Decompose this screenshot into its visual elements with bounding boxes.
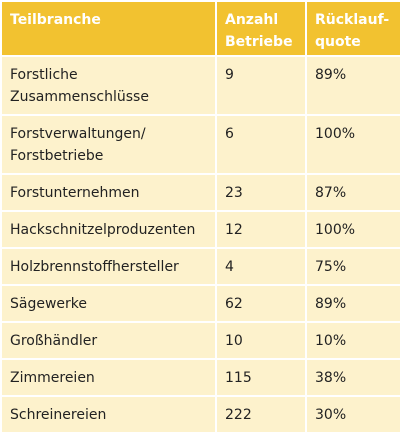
table-cell: 12 — [215, 210, 307, 249]
table-cell: 10% — [305, 321, 400, 360]
table-row: Forstunternehmen 23 87% — [0, 173, 400, 212]
table-cell: 10 — [215, 321, 307, 360]
table-cell: 75% — [305, 247, 400, 286]
table-cell: Forstliche Zusammenschlüsse — [0, 55, 217, 116]
table-cell: 87% — [305, 173, 400, 212]
header-cell: Teilbranche — [0, 0, 217, 57]
table-body: Forstliche Zusammenschlüsse 9 89% Forstverw… — [0, 55, 400, 434]
table-cell: 9 — [215, 55, 307, 116]
table-cell: 100% — [305, 114, 400, 175]
table-row: Hackschnitzelproduzenten 12 100% — [0, 210, 400, 249]
table-cell: Forstverwaltungen/ Forstbetriebe — [0, 114, 217, 175]
table-row: Forstverwaltungen/ Forstbetriebe 6 100% — [0, 114, 400, 175]
table-row: Sägewerke 62 89% — [0, 284, 400, 323]
table-cell: 4 — [215, 247, 307, 286]
table-cell: Hackschnitzelproduzenten — [0, 210, 217, 249]
table-cell: 62 — [215, 284, 307, 323]
table-cell: 100% — [305, 210, 400, 249]
table-cell: 38% — [305, 358, 400, 397]
table-cell: Holzbrennstoffhersteller — [0, 247, 217, 286]
table-row: Holzbrennstoffhersteller 4 75% — [0, 247, 400, 286]
table-cell: 6 — [215, 114, 307, 175]
table-cell: Sägewerke — [0, 284, 217, 323]
table-row: Zimmereien 115 38% — [0, 358, 400, 397]
table-cell: 115 — [215, 358, 307, 397]
table-cell: 23 — [215, 173, 307, 212]
header-cell: Anzahl Betriebe — [215, 0, 307, 57]
table-cell: Großhändler — [0, 321, 217, 360]
header-cell: Rücklauf- quote — [305, 0, 400, 57]
table-cell: Zimmereien — [0, 358, 217, 397]
table-row: Großhändler 10 10% — [0, 321, 400, 360]
table-cell: Forstunternehmen — [0, 173, 217, 212]
table-row: Forstliche Zusammenschlüsse 9 89% — [0, 55, 400, 116]
table-cell: 89% — [305, 284, 400, 323]
table-header: Teilbranche Anzahl Betriebe Rücklauf- quot… — [0, 0, 400, 57]
table-cell: 89% — [305, 55, 400, 116]
header-row: Teilbranche Anzahl Betriebe Rücklauf- quot… — [0, 0, 400, 57]
